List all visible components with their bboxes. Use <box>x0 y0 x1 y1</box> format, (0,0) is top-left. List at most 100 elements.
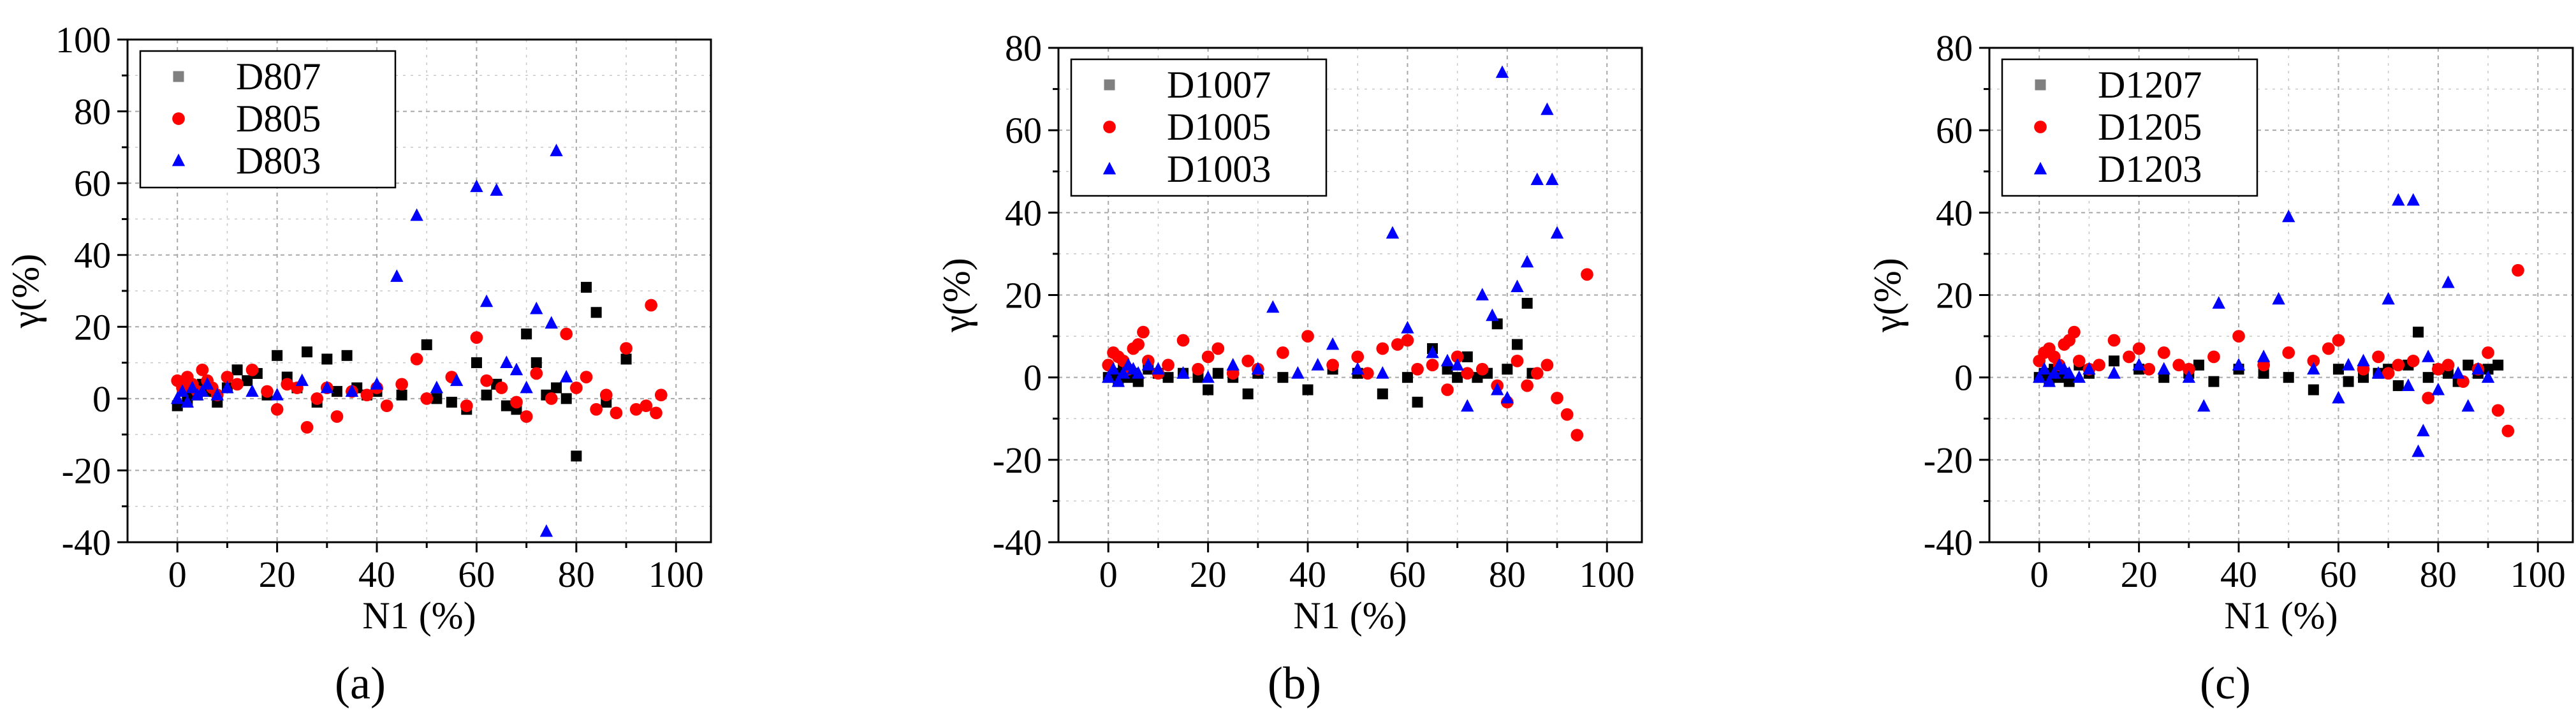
data-point-D1007 <box>1452 372 1463 383</box>
data-point-D807 <box>521 329 532 340</box>
data-point-D1205 <box>2322 342 2335 355</box>
data-point-D805 <box>599 388 613 402</box>
data-point-D803 <box>539 524 553 537</box>
y-tick-label: -20 <box>993 440 1042 481</box>
data-point-D1205 <box>2392 358 2405 372</box>
data-point-D1003 <box>1500 390 1514 404</box>
data-point-D1203 <box>2062 366 2076 379</box>
x-tick-label: 0 <box>1099 554 1118 595</box>
x-tick-label: 60 <box>458 554 495 595</box>
data-point-D803 <box>545 316 558 329</box>
data-point-D803 <box>470 179 483 193</box>
data-point-D1007 <box>1302 384 1314 395</box>
data-point-D1203 <box>2132 358 2146 371</box>
data-point-D1205 <box>2501 424 2515 438</box>
y-tick-label: 40 <box>1936 192 1973 233</box>
y-tick-label: 100 <box>55 19 111 61</box>
data-point-D803 <box>180 395 194 408</box>
data-point-D1003 <box>1511 279 1524 292</box>
data-point-D1205 <box>2512 263 2524 277</box>
data-point-D1005 <box>1560 408 1574 421</box>
data-point-D1005 <box>1521 379 1533 392</box>
data-point-D807 <box>231 364 243 376</box>
data-point-D1205 <box>2491 404 2505 417</box>
data-point-D1005 <box>1361 367 1374 380</box>
x-tick-label: 100 <box>2510 554 2566 595</box>
data-point-D803 <box>200 377 214 390</box>
data-point-D805 <box>610 406 623 420</box>
y-tick-label: 20 <box>1936 275 1973 316</box>
x-tick-label: 100 <box>648 554 704 595</box>
y-axis-title: γ(%) <box>1866 258 1908 332</box>
data-point-D1207 <box>2492 359 2504 371</box>
data-point-D803 <box>196 384 209 397</box>
data-point-D803 <box>295 373 309 387</box>
data-point-D1005 <box>1441 383 1454 396</box>
data-point-D1003 <box>1102 370 1115 383</box>
legend-marker-D1003 <box>1102 161 1116 175</box>
data-point-D1007 <box>1401 372 1413 383</box>
data-point-D1003 <box>1111 374 1125 387</box>
data-point-D807 <box>431 393 443 404</box>
y-tick-label: 20 <box>1005 275 1042 316</box>
data-point-D1007 <box>1511 339 1523 350</box>
grid <box>1058 47 1642 543</box>
data-point-D1005 <box>1137 325 1150 339</box>
data-point-D1203 <box>2471 362 2485 375</box>
data-point-D1205 <box>2107 334 2121 347</box>
data-point-D1007 <box>1442 364 1453 375</box>
data-point-D803 <box>186 380 199 394</box>
data-point-D807 <box>551 382 562 394</box>
data-point-D803 <box>171 391 184 404</box>
data-point-D1207 <box>2308 384 2319 395</box>
panel-label-b: (b) <box>1268 658 1321 709</box>
data-point-D1005 <box>1241 354 1255 367</box>
data-point-D1005 <box>1475 362 1489 376</box>
data-point-D807 <box>571 450 582 462</box>
data-point-D805 <box>530 367 543 380</box>
data-point-D1205 <box>2307 354 2320 367</box>
series-D1203 <box>2033 193 2495 457</box>
data-point-D1005 <box>1326 358 1339 372</box>
data-point-D1207 <box>2332 364 2344 375</box>
data-point-D1203 <box>2357 353 2370 367</box>
data-point-D805 <box>495 381 508 394</box>
data-point-D1203 <box>2332 390 2345 404</box>
data-point-D807 <box>501 400 512 411</box>
data-point-D805 <box>640 399 653 412</box>
data-point-D1203 <box>2047 366 2061 379</box>
data-point-D1207 <box>2063 376 2075 387</box>
data-point-D1005 <box>1551 392 1563 404</box>
data-point-D805 <box>420 392 434 405</box>
data-point-D803 <box>221 380 234 394</box>
data-point-D805 <box>645 299 658 312</box>
panel-label-a: (a) <box>335 658 386 709</box>
legend-marker-D807 <box>173 71 184 82</box>
data-point-D1203 <box>2037 362 2051 375</box>
y-tick-label: 80 <box>74 91 111 133</box>
data-point-D1007 <box>1203 384 1214 395</box>
data-point-D1203 <box>2072 370 2086 383</box>
data-point-D1205 <box>2172 358 2186 372</box>
data-point-D1005 <box>1176 334 1190 347</box>
y-tick-label: 40 <box>1005 192 1042 233</box>
series-D1005 <box>1102 268 1593 441</box>
data-point-D805 <box>650 406 662 420</box>
data-point-D1003 <box>1351 362 1365 375</box>
x-tick-label: 80 <box>558 554 595 595</box>
data-point-D1205 <box>2093 358 2105 372</box>
legend-marker-D1207 <box>2035 79 2046 91</box>
data-point-D1203 <box>2307 362 2320 375</box>
data-point-D1207 <box>2193 359 2204 371</box>
x-tick-label: 20 <box>2121 554 2158 595</box>
data-point-D1003 <box>1116 366 1130 379</box>
legend-marker-D1203 <box>2033 161 2047 175</box>
data-point-D1003 <box>1176 366 1190 379</box>
x-axis-title: N1 (%) <box>2224 595 2338 637</box>
data-point-D1003 <box>1326 337 1340 350</box>
data-point-D803 <box>390 269 404 282</box>
data-point-D803 <box>345 384 359 397</box>
data-point-D803 <box>210 388 224 401</box>
data-point-D805 <box>580 371 593 383</box>
